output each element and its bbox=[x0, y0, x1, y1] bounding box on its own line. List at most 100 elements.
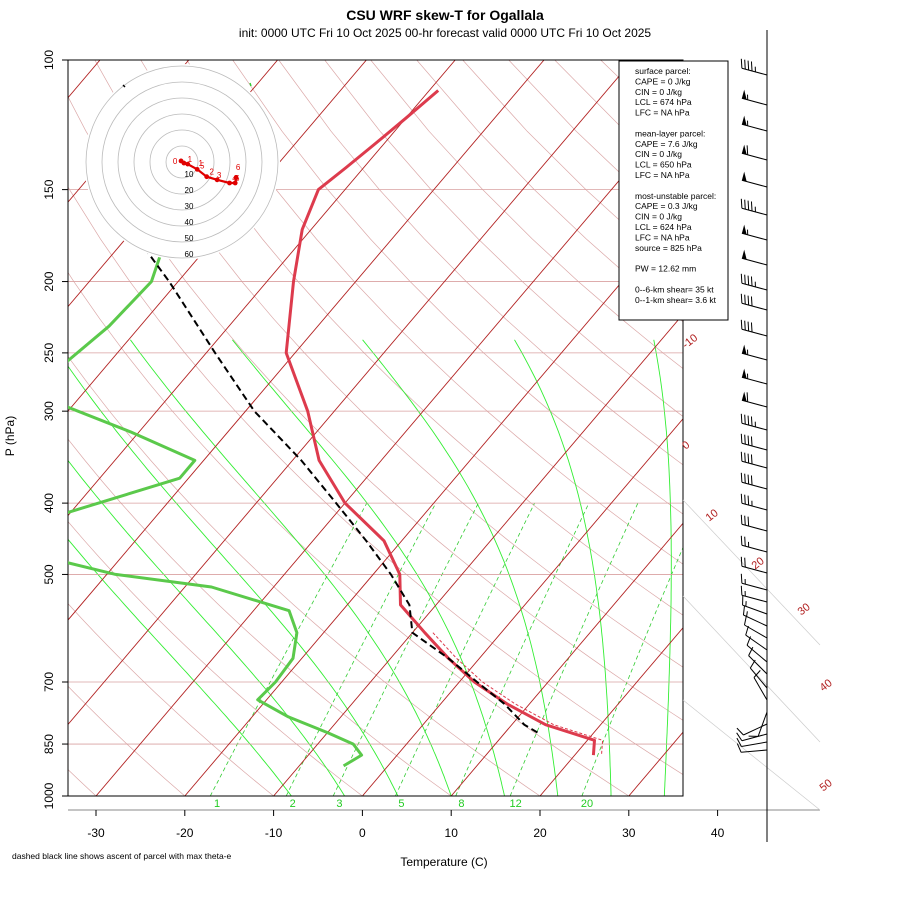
moist-adiabat bbox=[232, 340, 504, 796]
y-tick-label: 500 bbox=[42, 564, 56, 584]
info-line: LFC = NA hPa bbox=[635, 170, 690, 180]
wind-barb bbox=[742, 369, 767, 384]
y-tick-label: 100 bbox=[42, 50, 56, 70]
wind-barb bbox=[742, 90, 767, 105]
chart-title: CSU WRF skew-T for Ogallala bbox=[346, 7, 544, 23]
mixing-ratio-lines bbox=[210, 503, 702, 796]
isotherm-line bbox=[274, 60, 900, 796]
info-line: CAPE = 0.3 J/kg bbox=[635, 201, 698, 211]
wind-barb bbox=[741, 294, 767, 310]
y-tick-label: 150 bbox=[42, 179, 56, 199]
info-line: mean-layer parcel: bbox=[635, 128, 705, 138]
hodograph-ring-label: 20 bbox=[185, 186, 194, 195]
isotherm-label: 0 bbox=[680, 439, 692, 452]
moist-adiabat bbox=[130, 340, 451, 796]
mixing-ratio-label: 12 bbox=[509, 798, 521, 810]
hodograph-ring-label: 30 bbox=[185, 202, 194, 211]
wind-barb bbox=[742, 172, 767, 187]
wind-barb bbox=[747, 636, 767, 662]
x-tick-label: -30 bbox=[87, 826, 105, 840]
info-line: source = 825 hPa bbox=[635, 243, 702, 253]
wind-barb bbox=[741, 434, 767, 450]
mixing-ratio-label: 5 bbox=[398, 798, 404, 810]
dry-adiabat bbox=[785, 60, 900, 812]
footnote: dashed black line shows ascent of parcel… bbox=[12, 851, 232, 861]
mixing-ratio-label: 3 bbox=[336, 798, 342, 810]
info-line: LFC = NA hPa bbox=[635, 232, 690, 242]
info-line: LCL = 674 hPa bbox=[635, 97, 692, 107]
info-line: LCL = 624 hPa bbox=[635, 222, 692, 232]
hodograph-ring-label: 60 bbox=[185, 250, 194, 259]
virtual-temperature-profile bbox=[433, 633, 603, 755]
wind-barb bbox=[741, 452, 767, 468]
wind-barb bbox=[741, 274, 767, 290]
y-tick-label: 1000 bbox=[42, 782, 56, 809]
hodograph-ring-label: 10 bbox=[185, 170, 194, 179]
info-line: 0--6-km shear= 35 kt bbox=[635, 284, 714, 294]
info-line: CAPE = 7.6 J/kg bbox=[635, 139, 698, 149]
dry-adiabat bbox=[739, 60, 900, 812]
mixing-ratio-label: 20 bbox=[581, 798, 593, 810]
mixing-ratio-label: 1 bbox=[214, 798, 220, 810]
x-tick-label: 40 bbox=[711, 826, 725, 840]
x-tick-label: 0 bbox=[359, 826, 366, 840]
wind-barb bbox=[742, 345, 767, 360]
wind-barb bbox=[742, 225, 767, 240]
info-line: LFC = NA hPa bbox=[635, 108, 690, 118]
wind-barb bbox=[742, 145, 767, 160]
isotherm-extension bbox=[683, 700, 820, 810]
wind-barb bbox=[741, 59, 767, 75]
hodograph: 102030405060011523456 bbox=[84, 64, 280, 260]
mixing-ratio-label: 2 bbox=[290, 798, 296, 810]
mixing-ratio-label: 8 bbox=[458, 798, 464, 810]
wind-barb bbox=[741, 414, 767, 430]
mixing-ratio-line bbox=[582, 503, 702, 796]
y-tick-label: 700 bbox=[42, 672, 56, 692]
parcel-profile bbox=[145, 248, 541, 735]
hodograph-height-label: 5 bbox=[200, 161, 205, 170]
hodograph-height-label: 3 bbox=[217, 171, 222, 180]
y-tick-label: 850 bbox=[42, 734, 56, 754]
x-tick-label: 30 bbox=[622, 826, 636, 840]
y-tick-label: 400 bbox=[42, 493, 56, 513]
hodograph-height-label: 2 bbox=[209, 168, 214, 177]
isotherm-label: 10 bbox=[704, 507, 721, 524]
x-tick-label: -10 bbox=[265, 826, 283, 840]
y-tick-label: 200 bbox=[42, 271, 56, 291]
hodograph-height-label: 0 bbox=[173, 157, 178, 166]
hodograph-ring-label: 40 bbox=[185, 218, 194, 227]
info-line: LCL = 650 hPa bbox=[635, 160, 692, 170]
x-tick-label: -20 bbox=[176, 826, 194, 840]
dry-adiabat bbox=[877, 60, 900, 812]
chart-subtitle: init: 0000 UTC Fri 10 Oct 2025 00-hr for… bbox=[239, 26, 652, 40]
dry-adiabat bbox=[279, 60, 900, 812]
temperature-profile bbox=[286, 91, 594, 756]
hodograph-point bbox=[204, 174, 209, 179]
wind-barb bbox=[742, 116, 767, 131]
wind-barb bbox=[742, 392, 767, 407]
wind-barb bbox=[741, 586, 767, 602]
dry-adiabat bbox=[325, 60, 900, 812]
hodograph-height-label: 6 bbox=[236, 163, 241, 172]
dry-adiabat bbox=[233, 60, 900, 812]
moist-adiabats bbox=[0, 340, 671, 796]
hodograph-point bbox=[185, 162, 190, 167]
isotherm-line bbox=[718, 60, 900, 796]
info-line: CIN = 0 J/kg bbox=[635, 149, 682, 159]
wind-barb bbox=[743, 606, 767, 626]
dry-adiabat bbox=[0, 60, 563, 812]
x-tick-label: 20 bbox=[533, 826, 547, 840]
isotherm-extension bbox=[683, 500, 820, 645]
wind-barb bbox=[750, 660, 767, 688]
wind-barb bbox=[741, 536, 767, 552]
x-axis-label: Temperature (C) bbox=[400, 855, 487, 869]
moist-adiabat bbox=[50, 340, 398, 796]
info-line: PW = 12.62 mm bbox=[635, 264, 696, 274]
isotherm-label: 40 bbox=[818, 677, 835, 694]
info-line: CIN = 0 J/kg bbox=[635, 87, 682, 97]
info-line: 0--1-km shear= 3.6 kt bbox=[635, 295, 717, 305]
